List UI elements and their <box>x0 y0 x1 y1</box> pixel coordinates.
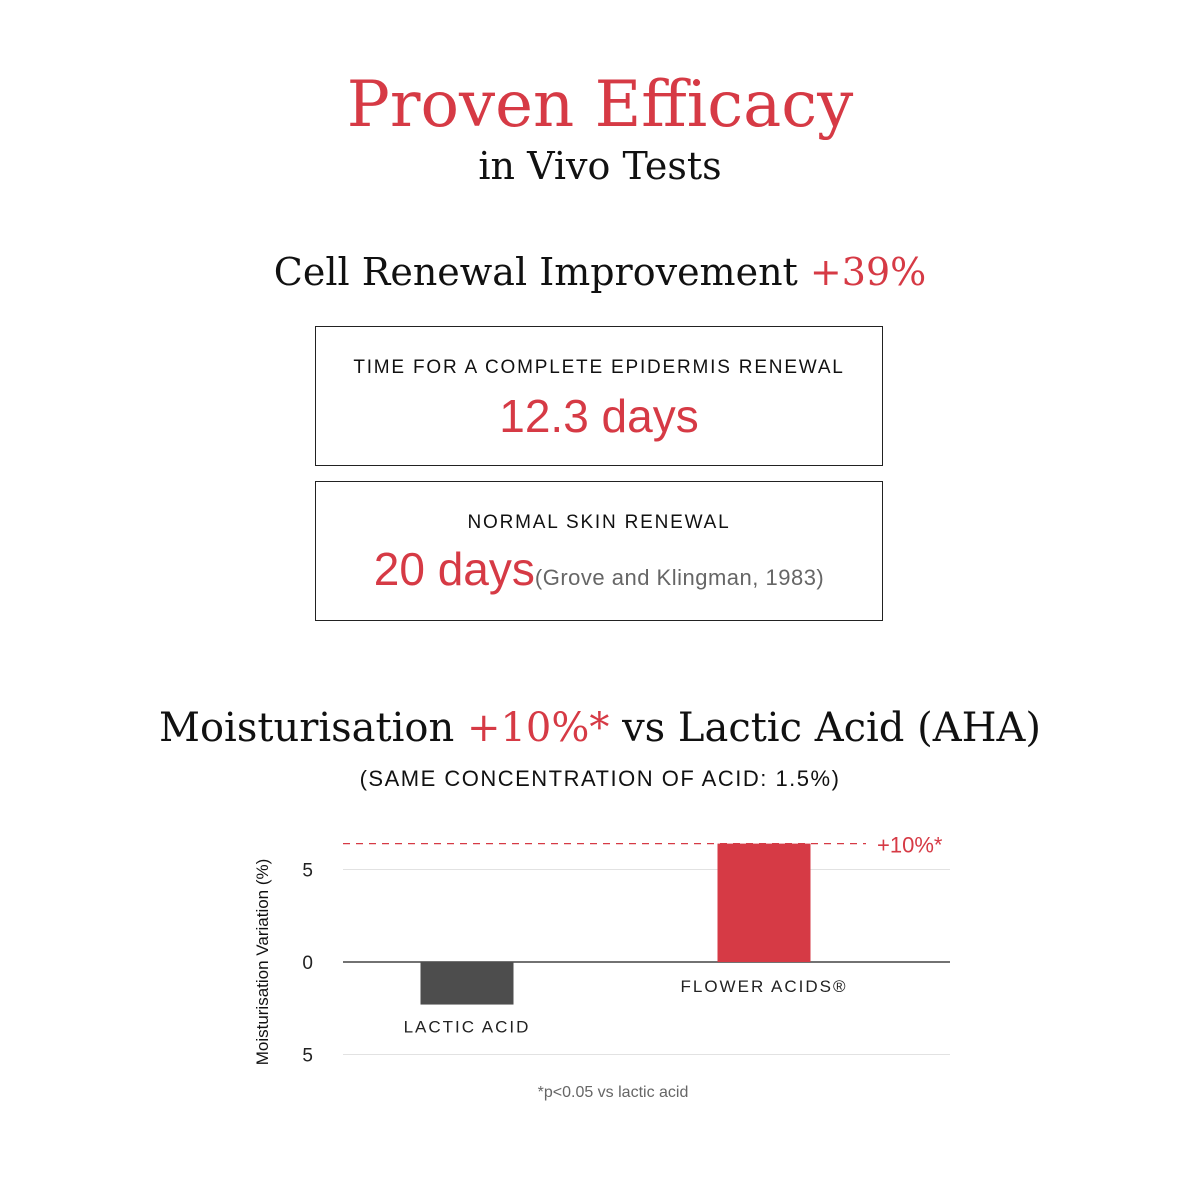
moisturisation-heading-suffix: vs Lactic Acid (AHA) <box>622 705 1041 751</box>
normal-renewal-value-row: 20 days(Grove and Klingman, 1983) <box>316 546 882 592</box>
cell-renewal-heading: Cell Renewal Improvement +39% <box>0 250 1200 294</box>
reference-line-label: +10%* <box>877 833 943 858</box>
bar-lactic-acid <box>420 962 514 1005</box>
epidermis-renewal-label: TIME FOR A COMPLETE EPIDERMIS RENEWAL <box>353 357 845 378</box>
normal-renewal-value: 20 days <box>373 543 535 595</box>
moisturisation-heading-value: +10%* <box>466 705 610 751</box>
normal-renewal-citation: (Grove and Klingman, 1983) <box>534 565 825 590</box>
page-title: Proven Efficacy <box>346 68 854 142</box>
epidermis-renewal-box: TIME FOR A COMPLETE EPIDERMIS RENEWAL 12… <box>315 326 883 466</box>
y-axis-label: Moisturisation Variation (%) <box>253 859 272 1066</box>
bar-flower-acids <box>717 843 811 962</box>
y-tick-label: 5 <box>302 861 313 882</box>
category-label: LACTIC ACID <box>404 1018 531 1037</box>
moisturisation-heading: Moisturisation +10%* vs Lactic Acid (AHA… <box>0 706 1200 750</box>
page-subtitle: in Vivo Tests <box>478 144 722 188</box>
cell-renewal-heading-text: Cell Renewal Improvement <box>273 250 798 294</box>
moisturisation-heading-prefix: Moisturisation <box>159 705 455 751</box>
footnote: *p<0.05 vs lactic acid <box>537 1084 689 1101</box>
cell-renewal-heading-value: +39% <box>809 250 927 294</box>
moisturisation-subheading: (SAME CONCENTRATION OF ACID: 1.5%) <box>359 766 841 791</box>
y-tick-label: 5 <box>302 1046 313 1067</box>
epidermis-renewal-value: 12.3 days <box>499 390 699 442</box>
normal-renewal-label: NORMAL SKIN RENEWAL <box>467 512 731 533</box>
category-label: FLOWER ACIDS® <box>681 977 848 996</box>
y-tick-label: 0 <box>302 953 313 974</box>
normal-renewal-box: NORMAL SKIN RENEWAL 20 days(Grove and Kl… <box>315 481 883 621</box>
